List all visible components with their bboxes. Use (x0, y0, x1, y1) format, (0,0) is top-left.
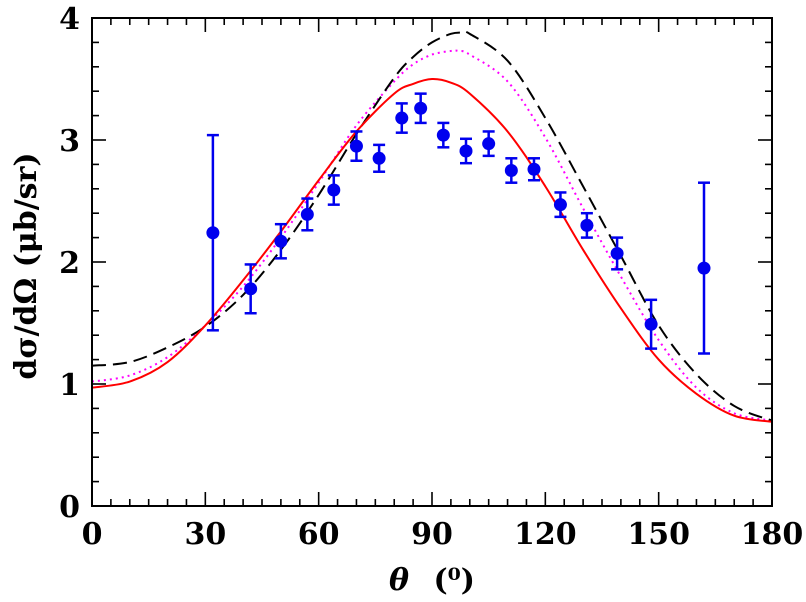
data-point (644, 298, 658, 350)
data-marker (244, 282, 258, 296)
data-point (372, 143, 386, 173)
series-dashed-line (92, 30, 772, 422)
y-tick-label: 0 (59, 490, 80, 525)
y-axis-title: dσ/dΩ (μb/sr) (9, 152, 44, 379)
x-tick-label: 150 (627, 517, 690, 552)
x-axis-symbol: θ (389, 563, 409, 598)
data-point (327, 174, 341, 206)
series-dotted-line (92, 49, 772, 422)
data-point (300, 197, 314, 232)
x-axis-title: θ (⁰) (389, 563, 475, 598)
data-point (349, 130, 363, 162)
x-tick-label: 60 (298, 517, 340, 552)
data-marker (644, 317, 658, 331)
data-point (527, 157, 541, 182)
data-point (274, 222, 288, 260)
data-marker (436, 128, 450, 142)
x-tick-label: 90 (411, 517, 453, 552)
x-tick-label: 120 (514, 517, 577, 552)
data-point (436, 121, 450, 149)
x-axis-unit: (⁰) (433, 563, 475, 598)
theory-curves (92, 30, 772, 423)
data-point (482, 130, 496, 158)
data-points (206, 92, 711, 355)
data-point (395, 102, 409, 134)
data-marker (580, 218, 594, 232)
axes: 0 30 60 90 120 150 180 0 1 2 3 4 (59, 2, 803, 552)
data-point (610, 236, 624, 271)
plot-frame (91, 17, 773, 507)
data-point (504, 157, 518, 184)
axis-labels: θ (⁰) dσ/dΩ (μb/sr) (9, 152, 475, 598)
series-solid-line (92, 77, 772, 423)
data-marker (553, 198, 567, 212)
data-marker (327, 183, 341, 197)
x-tick-label: 30 (184, 517, 226, 552)
data-marker (206, 226, 220, 240)
x-tick-label: 180 (741, 517, 804, 552)
data-point (459, 137, 473, 165)
y-tick-label: 3 (59, 124, 80, 159)
data-marker (527, 162, 541, 176)
data-marker (349, 139, 363, 153)
data-marker (274, 234, 288, 248)
data-point (697, 181, 711, 355)
data-point (553, 191, 567, 219)
tick-marks (91, 17, 773, 507)
data-point (244, 263, 258, 315)
data-marker (395, 111, 409, 125)
x-tick-label: 0 (82, 517, 103, 552)
y-tick-label: 1 (59, 368, 80, 403)
data-point (414, 92, 428, 125)
data-point (206, 133, 220, 332)
data-marker (459, 144, 473, 158)
y-tick-label: 2 (59, 246, 80, 281)
data-marker (300, 207, 314, 221)
data-marker (697, 261, 711, 275)
data-point (580, 211, 594, 239)
data-marker (482, 137, 496, 151)
y-tick-label: 4 (59, 2, 80, 37)
data-marker (414, 101, 428, 115)
data-marker (504, 164, 518, 177)
data-marker (372, 151, 386, 165)
data-marker (610, 246, 624, 260)
